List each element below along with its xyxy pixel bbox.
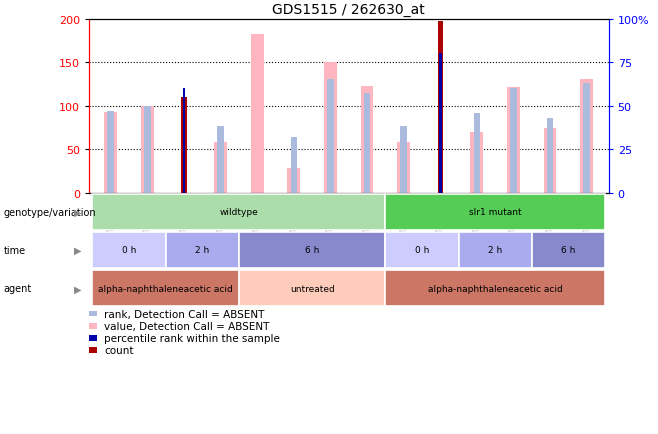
Bar — [291, 138, 297, 193]
Bar — [215, 143, 227, 193]
Bar — [105, 112, 117, 193]
Text: rank, Detection Call = ABSENT: rank, Detection Call = ABSENT — [104, 309, 265, 319]
Text: slr1 mutant: slr1 mutant — [469, 208, 522, 217]
Text: 6 h: 6 h — [305, 246, 319, 255]
Text: ▶: ▶ — [74, 246, 82, 255]
Bar — [141, 106, 154, 193]
Bar — [584, 84, 590, 193]
Bar — [144, 106, 151, 193]
Bar — [251, 35, 264, 193]
Bar — [438, 22, 443, 193]
Text: value, Detection Call = ABSENT: value, Detection Call = ABSENT — [104, 321, 269, 331]
Bar — [107, 112, 114, 193]
Text: ▶: ▶ — [74, 207, 82, 217]
Bar — [544, 129, 557, 193]
Bar — [364, 94, 370, 193]
Text: untreated: untreated — [290, 284, 334, 293]
Bar — [474, 113, 480, 193]
Text: 0 h: 0 h — [415, 246, 429, 255]
Bar — [324, 63, 337, 193]
Bar — [288, 169, 300, 193]
Text: percentile rank within the sample: percentile rank within the sample — [104, 333, 280, 343]
Text: 0 h: 0 h — [122, 246, 136, 255]
Bar — [547, 118, 553, 193]
Bar — [470, 132, 483, 193]
Bar — [510, 89, 517, 193]
Text: count: count — [104, 345, 134, 355]
Bar — [181, 98, 187, 193]
Text: ▶: ▶ — [74, 284, 82, 293]
Text: alpha-naphthaleneacetic acid: alpha-naphthaleneacetic acid — [428, 284, 563, 293]
Bar — [439, 54, 442, 193]
Bar — [327, 80, 334, 193]
Text: time: time — [3, 246, 26, 255]
Text: alpha-naphthaleneacetic acid: alpha-naphthaleneacetic acid — [98, 284, 233, 293]
Text: 6 h: 6 h — [561, 246, 576, 255]
Bar — [400, 127, 407, 193]
Bar — [217, 127, 224, 193]
Bar — [507, 88, 520, 193]
Bar — [580, 80, 593, 193]
Text: genotype/variation: genotype/variation — [3, 207, 96, 217]
Text: wildtype: wildtype — [220, 208, 259, 217]
Title: GDS1515 / 262630_at: GDS1515 / 262630_at — [272, 3, 425, 17]
Text: agent: agent — [3, 284, 32, 293]
Bar — [361, 87, 374, 193]
Text: 2 h: 2 h — [195, 246, 209, 255]
Text: 2 h: 2 h — [488, 246, 502, 255]
Bar — [397, 143, 410, 193]
Bar — [182, 89, 186, 193]
